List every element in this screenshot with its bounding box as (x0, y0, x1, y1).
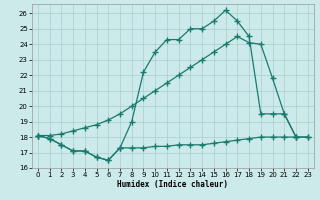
X-axis label: Humidex (Indice chaleur): Humidex (Indice chaleur) (117, 180, 228, 189)
